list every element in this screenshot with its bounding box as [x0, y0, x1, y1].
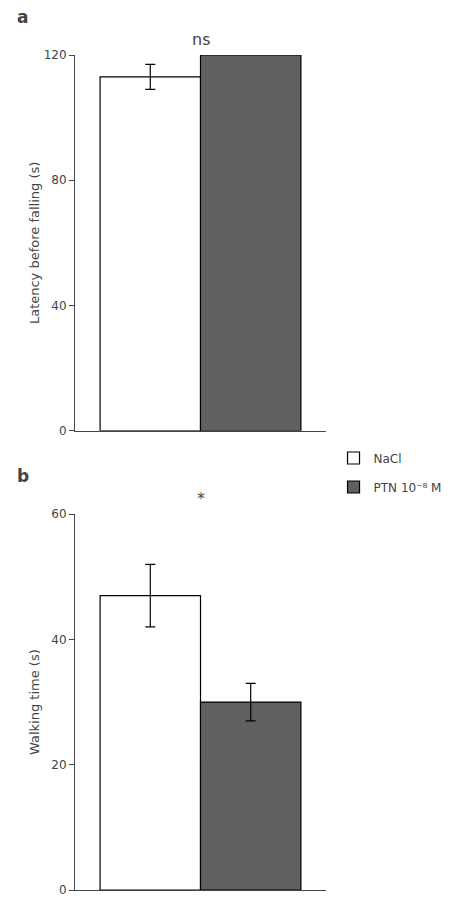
svg-text:60: 60	[51, 507, 66, 521]
svg-text:a: a	[17, 7, 28, 27]
svg-text:0: 0	[59, 883, 67, 897]
svg-text:120: 120	[44, 48, 67, 62]
svg-text:*: *	[197, 489, 205, 508]
svg-text:Walking time (s): Walking time (s)	[27, 649, 42, 755]
svg-text:20: 20	[51, 758, 66, 772]
svg-text:40: 40	[51, 633, 66, 647]
svg-text:0: 0	[59, 424, 67, 438]
svg-text:PTN 10⁻⁸ M: PTN 10⁻⁸ M	[374, 481, 442, 495]
svg-text:40: 40	[51, 299, 66, 313]
svg-text:NaCl: NaCl	[374, 452, 402, 466]
svg-text:b: b	[17, 466, 29, 486]
svg-text:ns: ns	[192, 30, 210, 49]
svg-text:80: 80	[51, 173, 66, 187]
svg-text:Latency before falling (s): Latency before falling (s)	[27, 162, 42, 324]
